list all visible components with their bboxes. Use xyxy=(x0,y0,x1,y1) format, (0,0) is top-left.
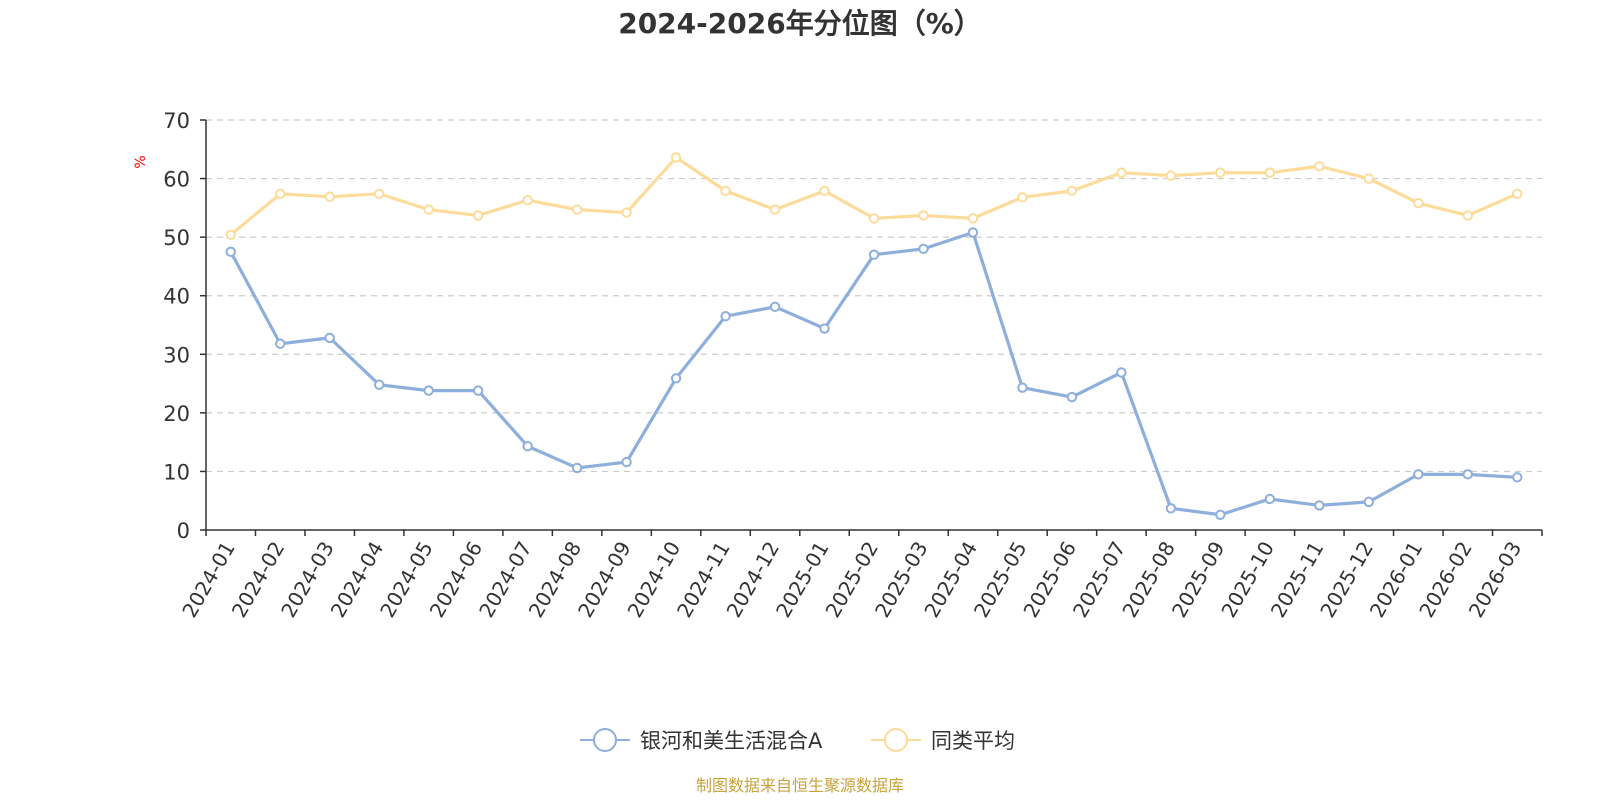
legend-item[interactable]: 同类平均 xyxy=(871,728,1015,753)
data-point xyxy=(1512,188,1523,200)
data-point xyxy=(769,204,781,215)
y-tick-label: 60 xyxy=(163,168,190,192)
data-point xyxy=(423,204,434,215)
data-point xyxy=(1363,496,1375,508)
data-point xyxy=(670,152,682,163)
data-point xyxy=(1116,167,1127,178)
data-point xyxy=(918,210,929,221)
data-point xyxy=(819,323,830,334)
data-point xyxy=(967,213,979,224)
data-point xyxy=(1066,185,1078,197)
x-axis-ticks: 2024-012024-022024-032024-042024-052024-… xyxy=(177,530,1543,622)
series-layer xyxy=(225,152,1523,520)
chart-title: 2024-2026年分位图（%） xyxy=(618,7,982,40)
data-point xyxy=(670,373,682,384)
data-point xyxy=(1215,167,1226,178)
data-point xyxy=(1314,161,1325,172)
data-point xyxy=(1066,391,1078,403)
data-point xyxy=(1215,509,1226,520)
data-point xyxy=(324,332,335,344)
data-point xyxy=(769,301,781,313)
data-point xyxy=(1264,493,1276,505)
data-point xyxy=(423,385,434,396)
data-point xyxy=(225,246,236,257)
data-point xyxy=(571,462,583,474)
data-point xyxy=(868,213,880,224)
data-point xyxy=(1363,173,1375,184)
y-tick-label: 40 xyxy=(163,285,190,309)
y-axis-unit-label: % xyxy=(133,155,149,168)
y-tick-label: 10 xyxy=(163,460,190,484)
legend-marker xyxy=(884,728,908,752)
grid-lines xyxy=(206,119,1542,473)
axes xyxy=(205,120,1542,531)
data-point xyxy=(1462,210,1473,221)
y-tick-label: 0 xyxy=(177,519,190,543)
data-point xyxy=(373,379,385,390)
data-point xyxy=(373,188,385,200)
legend-item[interactable]: 银河和美生活混合A xyxy=(580,728,823,753)
data-point xyxy=(1413,469,1424,480)
y-axis-ticks: 0 10 20 30 40 50 60 70 xyxy=(163,109,206,543)
data-point xyxy=(1264,167,1276,178)
legend-label: 银河和美生活混合A xyxy=(640,729,823,753)
data-point xyxy=(819,185,830,197)
data-point xyxy=(1314,500,1325,511)
y-tick-label: 70 xyxy=(163,109,190,133)
data-point xyxy=(868,249,880,260)
data-point xyxy=(275,188,286,200)
series-group xyxy=(225,227,1523,520)
data-point xyxy=(720,185,731,197)
y-tick-label: 50 xyxy=(163,226,190,250)
data-point xyxy=(967,227,979,238)
legend-label: 同类平均 xyxy=(931,729,1015,753)
data-point xyxy=(720,311,731,322)
data-point xyxy=(275,338,286,349)
series-line xyxy=(229,230,1519,517)
data-point xyxy=(918,243,929,255)
data-point xyxy=(522,441,533,452)
data-point xyxy=(571,204,583,215)
data-point xyxy=(472,385,484,396)
data-point xyxy=(472,210,484,221)
data-point xyxy=(1165,503,1177,514)
data-point xyxy=(225,229,236,241)
data-source-note: 制图数据来自恒生聚源数据库 xyxy=(696,776,904,795)
data-point xyxy=(1512,472,1523,483)
data-point xyxy=(522,195,533,206)
data-point xyxy=(1017,192,1028,203)
legend-marker xyxy=(593,728,617,752)
legend: 银河和美生活混合A 同类平均 xyxy=(580,728,1015,753)
y-tick-label: 30 xyxy=(163,343,190,367)
y-tick-label: 20 xyxy=(163,402,190,426)
data-point xyxy=(1165,170,1177,181)
data-point xyxy=(324,191,335,202)
series-group xyxy=(225,152,1523,241)
data-point xyxy=(1462,469,1473,480)
data-point xyxy=(621,456,632,468)
data-point xyxy=(1413,197,1424,209)
data-point xyxy=(621,207,632,218)
data-point xyxy=(1017,382,1028,393)
data-point xyxy=(1116,367,1127,378)
